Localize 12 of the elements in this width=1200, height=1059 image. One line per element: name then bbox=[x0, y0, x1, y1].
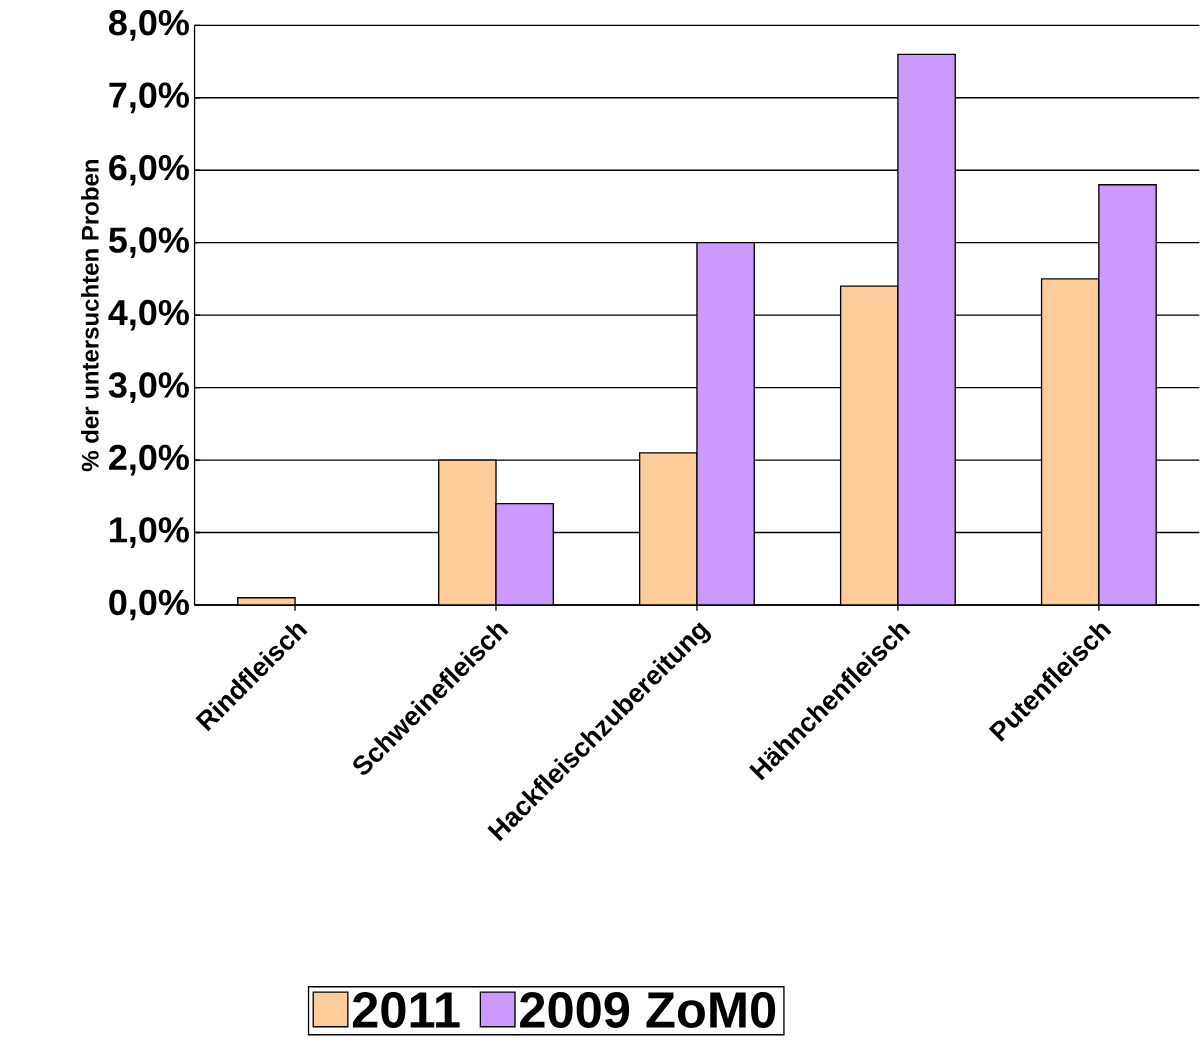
legend-label: 2009 ZoM0 bbox=[520, 991, 776, 1028]
y-tick-label: 8,0% bbox=[109, 9, 189, 41]
y-axis-title: % der untersuchten Proben bbox=[81, 159, 99, 471]
y-tick-label: 1,0% bbox=[110, 516, 189, 548]
y-tick-label: 2,0% bbox=[109, 444, 189, 476]
y-tick-label: 5,0% bbox=[108, 227, 189, 258]
y-tick-label: 7,0% bbox=[109, 82, 189, 113]
y-tick-label: 6,0% bbox=[109, 154, 189, 186]
y-tick-label: 0,0% bbox=[109, 589, 189, 621]
y-tick-label: 4,0% bbox=[108, 299, 189, 331]
y-tick-label: 3,0% bbox=[108, 372, 189, 403]
legend-label: 2011 bbox=[352, 991, 460, 1028]
